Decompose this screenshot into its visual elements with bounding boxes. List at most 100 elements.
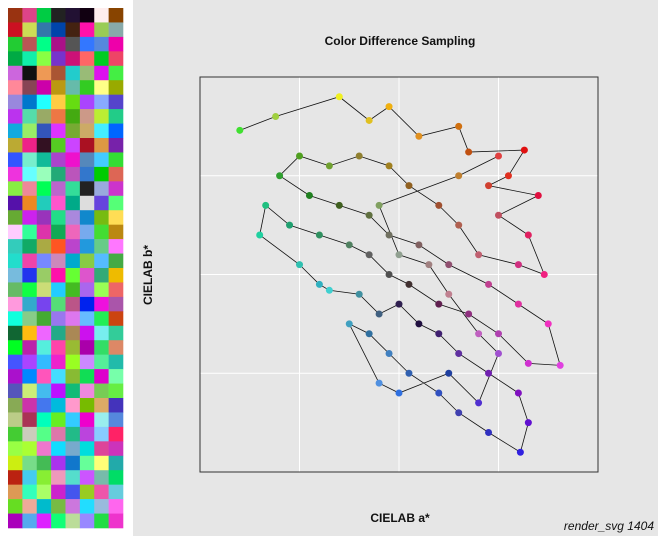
point — [315, 231, 323, 239]
color-swatch — [108, 253, 124, 269]
color-swatch — [108, 470, 124, 485]
point — [495, 152, 502, 160]
color-swatch — [79, 36, 95, 52]
color-swatch — [36, 152, 52, 168]
color-swatch — [79, 224, 95, 240]
color-swatch — [108, 340, 124, 355]
point — [415, 132, 423, 140]
color-swatch — [36, 166, 52, 182]
x-axis-label: CIELAB a* — [370, 511, 430, 525]
color-swatch — [94, 412, 109, 428]
point — [516, 448, 524, 456]
point — [375, 310, 383, 318]
color-swatch — [108, 369, 124, 384]
color-swatch — [8, 152, 23, 168]
color-swatch — [94, 51, 109, 67]
color-swatch — [108, 195, 124, 211]
color-swatch — [36, 455, 52, 471]
color-swatch — [22, 513, 38, 529]
color-swatch — [51, 268, 66, 283]
color-swatch — [36, 253, 52, 269]
color-swatch — [79, 109, 95, 124]
color-swatch — [79, 65, 95, 81]
color-swatch — [8, 369, 23, 384]
color-swatch — [65, 441, 81, 457]
color-swatch — [8, 51, 23, 67]
point — [262, 201, 270, 209]
color-swatch — [51, 311, 66, 327]
chart-title: Color Difference Sampling — [325, 34, 476, 48]
color-swatch — [51, 65, 66, 81]
color-swatch — [51, 325, 66, 341]
color-swatch — [79, 210, 95, 225]
color-swatch — [79, 51, 95, 67]
color-swatch — [65, 383, 81, 399]
color-swatch — [108, 325, 124, 341]
color-swatch — [65, 109, 81, 124]
color-swatch — [94, 8, 109, 23]
color-swatch — [36, 398, 52, 413]
color-swatch — [108, 181, 124, 197]
color-swatch — [36, 109, 52, 124]
color-swatch — [22, 138, 38, 153]
color-swatch — [36, 224, 52, 240]
point — [445, 290, 453, 298]
point — [540, 271, 548, 278]
color-swatch — [22, 311, 38, 327]
color-swatch — [8, 80, 23, 95]
color-swatch — [22, 484, 38, 500]
swatch-grid — [8, 8, 124, 529]
point — [325, 162, 333, 170]
point — [445, 369, 453, 377]
color-swatch — [22, 296, 38, 312]
point — [544, 320, 552, 328]
point — [455, 122, 463, 130]
point — [485, 280, 493, 288]
color-swatch — [36, 426, 52, 442]
color-swatch — [65, 340, 81, 355]
point — [485, 182, 493, 190]
color-swatch — [8, 224, 23, 240]
point — [524, 359, 532, 367]
color-swatch — [51, 80, 66, 95]
caption: render_svg 1404 — [564, 519, 654, 533]
color-swatch — [22, 441, 38, 457]
color-swatch — [94, 253, 109, 269]
point — [355, 152, 363, 160]
point — [485, 369, 493, 377]
color-swatch — [36, 513, 52, 529]
color-swatch — [8, 412, 23, 428]
point — [514, 261, 522, 269]
color-swatch — [8, 210, 23, 225]
color-swatch — [8, 325, 23, 341]
color-swatch — [94, 152, 109, 168]
color-swatch — [94, 441, 109, 457]
point — [405, 369, 413, 377]
color-swatch — [65, 369, 81, 384]
color-swatch — [94, 195, 109, 211]
color-swatch — [108, 513, 124, 529]
color-swatch — [8, 383, 23, 399]
point — [365, 330, 373, 338]
color-swatch — [8, 311, 23, 327]
point — [435, 201, 443, 209]
color-swatch — [108, 51, 124, 67]
color-swatch — [51, 470, 66, 485]
point — [405, 280, 413, 288]
color-swatch — [22, 340, 38, 355]
color-swatch — [8, 499, 23, 514]
color-swatch — [79, 311, 95, 327]
color-swatch — [79, 123, 95, 139]
point — [276, 172, 284, 180]
color-swatch — [8, 36, 23, 52]
color-swatch — [94, 94, 109, 110]
color-swatch — [8, 513, 23, 529]
color-swatch — [65, 36, 81, 52]
point — [415, 320, 423, 328]
point — [345, 320, 353, 328]
color-swatch — [51, 166, 66, 182]
color-swatch — [22, 36, 38, 52]
color-swatch — [94, 354, 109, 370]
point — [385, 162, 393, 170]
point — [475, 399, 483, 407]
